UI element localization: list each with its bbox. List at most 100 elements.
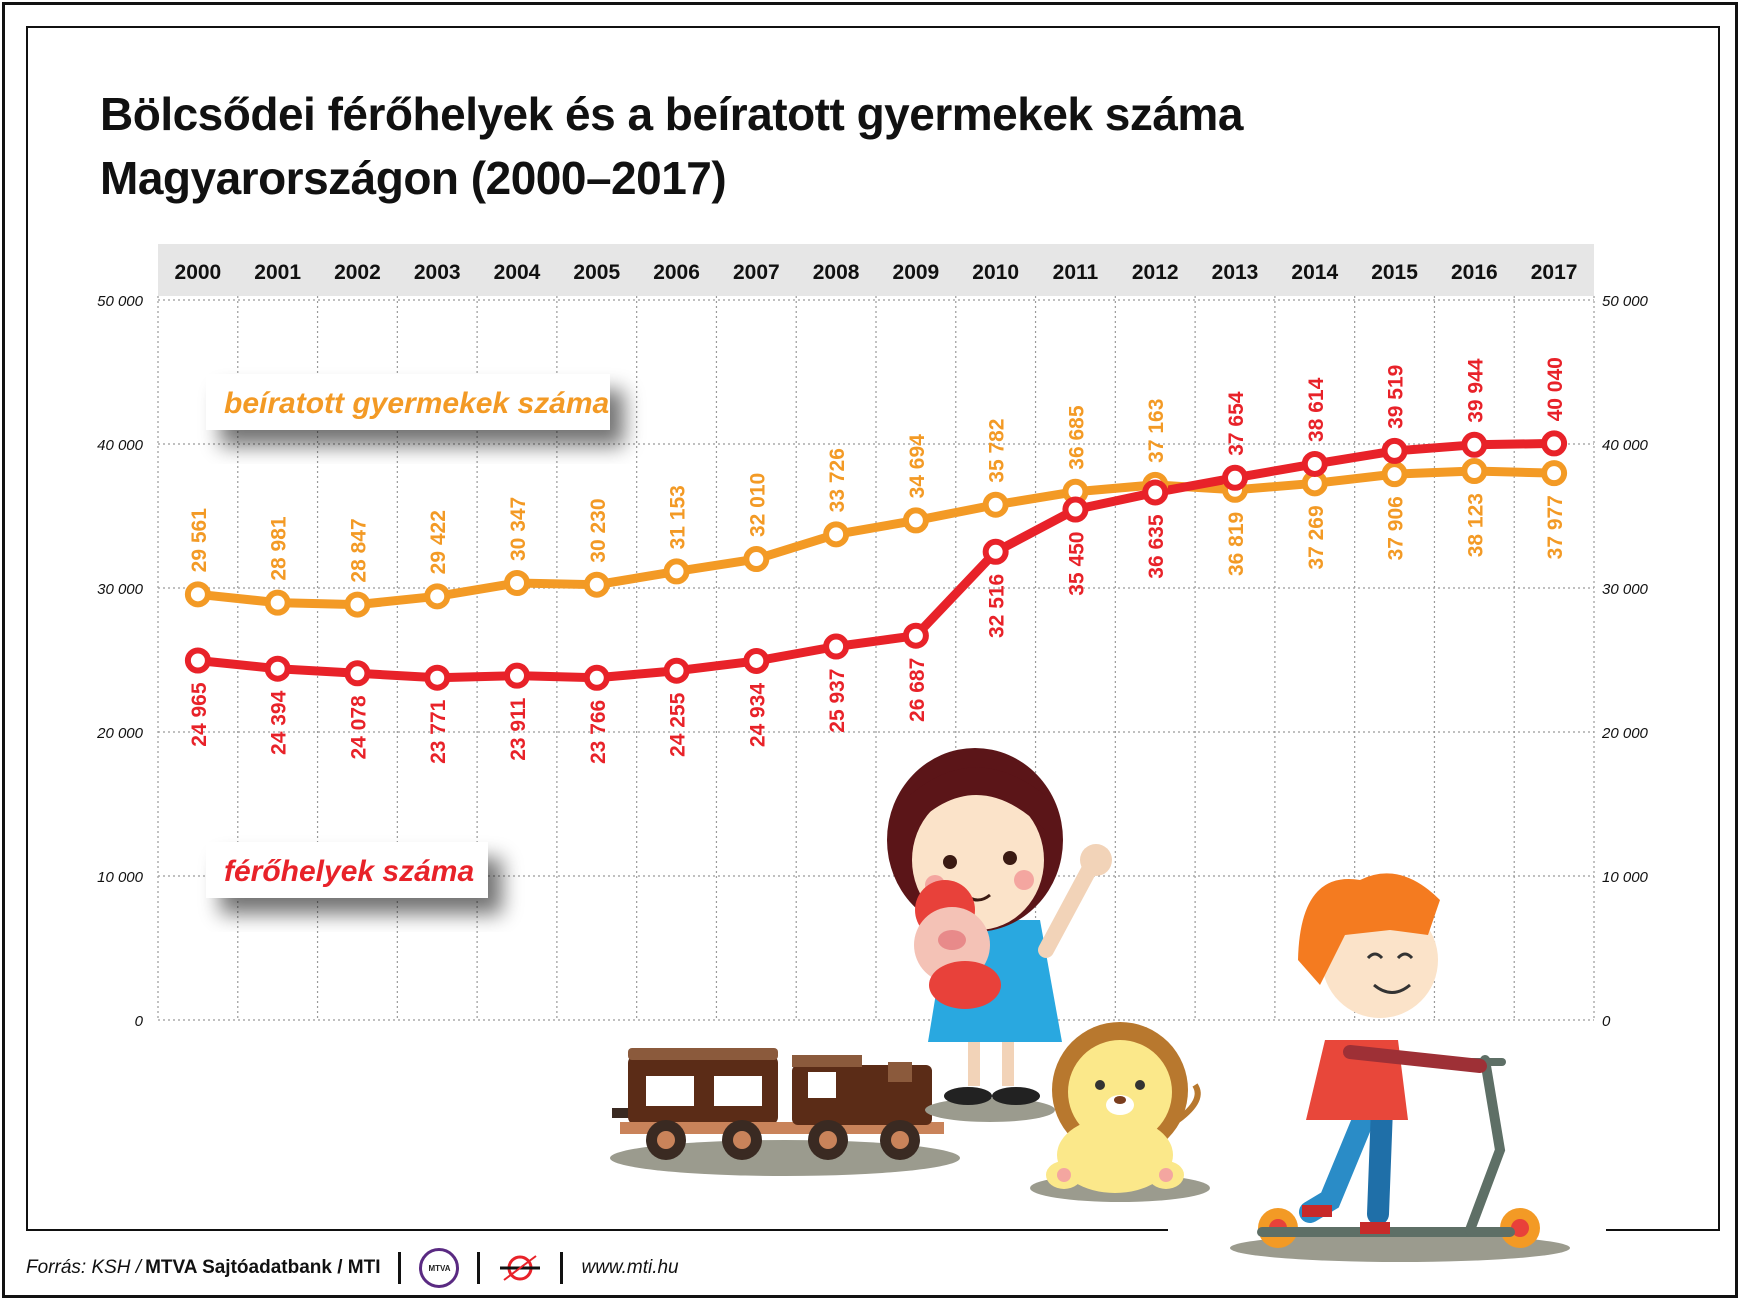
legend-box	[206, 842, 488, 898]
data-point	[264, 589, 291, 616]
data-point	[902, 507, 929, 534]
series-line	[193, 438, 1559, 683]
data-label: 32 010	[746, 473, 769, 537]
data-label: 24 394	[268, 690, 291, 755]
data-label: 26 687	[906, 658, 929, 722]
chart-panel	[26, 26, 1720, 1231]
y-tick-label-left: 0	[135, 1013, 144, 1030]
chart-title-line1: Bölcsődei férőhelyek és a beíratott gyer…	[100, 88, 1243, 140]
footer-divider	[560, 1252, 564, 1284]
data-label: 37 906	[1385, 496, 1408, 560]
x-tick-label: 2000	[175, 261, 222, 284]
y-tick-label-right: 20 000	[1601, 725, 1649, 742]
illustration-girl	[887, 748, 1112, 1122]
data-label: 36 819	[1225, 512, 1248, 576]
x-tick-label: 2006	[653, 261, 700, 284]
x-tick-label: 2010	[972, 261, 1019, 284]
x-tick-label: 2014	[1291, 261, 1338, 284]
data-label: 24 078	[347, 695, 370, 760]
y-tick-label-left: 30 000	[97, 581, 144, 598]
data-label: 35 450	[1065, 532, 1088, 596]
chart-title: Bölcsődei férőhelyek és a beíratott gyer…	[100, 82, 1243, 210]
data-point	[743, 647, 770, 674]
illustration-boy-scooter	[1168, 873, 1606, 1262]
source-label: Forrás: KSH /	[26, 1257, 142, 1278]
y-tick-label-right: 50 000	[1602, 293, 1649, 310]
data-label: 24 255	[667, 692, 690, 757]
data-point	[1381, 437, 1408, 464]
data-point	[184, 647, 211, 674]
data-label: 24 934	[746, 683, 769, 748]
footer: Forrás: KSH / MTVA Sajtóadatbank / MTI M…	[26, 1248, 679, 1288]
legend-label: férőhelyek száma	[224, 855, 474, 888]
x-tick-label: 2009	[893, 261, 940, 284]
data-label: 37 977	[1544, 495, 1567, 559]
y-tick-label-right: 40 000	[1602, 437, 1649, 454]
data-label: 36 635	[1145, 514, 1168, 579]
data-point	[264, 655, 291, 682]
data-point	[902, 622, 929, 649]
data-point	[1142, 479, 1169, 506]
mtva-logo: MTVA	[419, 1248, 460, 1288]
x-tick-label: 2017	[1531, 261, 1578, 284]
data-label: 23 911	[507, 697, 530, 760]
data-point	[823, 521, 850, 548]
y-tick-label-right: 0	[1602, 1013, 1611, 1030]
data-label: 30 230	[587, 498, 610, 562]
data-label: 38 614	[1305, 377, 1328, 442]
y-tick-label-left: 10 000	[97, 869, 144, 886]
x-tick-label: 2005	[573, 261, 620, 284]
legend-label: beíratott gyermekek száma	[224, 387, 609, 420]
x-tick-label: 2012	[1132, 261, 1179, 284]
data-point	[1541, 430, 1568, 457]
x-tick-label: 2008	[813, 261, 860, 284]
x-tick-label: 2004	[494, 261, 541, 284]
legend-entry: beíratott gyermekek száma	[206, 374, 610, 430]
data-label: 23 771	[427, 699, 450, 764]
legend-box	[206, 374, 610, 430]
data-point	[982, 538, 1009, 565]
chart-title-line2: Magyarországon (2000–2017)	[100, 152, 727, 204]
x-tick-label: 2001	[254, 261, 301, 284]
x-tick-label: 2007	[733, 261, 780, 284]
data-label: 37 163	[1145, 399, 1168, 463]
data-label: 29 561	[188, 508, 211, 573]
data-label: 35 782	[986, 419, 1009, 483]
data-label: 39 944	[1464, 358, 1487, 423]
data-label: 23 766	[587, 700, 610, 764]
data-point	[1222, 464, 1248, 491]
y-tick-label-left: 20 000	[96, 725, 144, 742]
data-point	[982, 491, 1009, 518]
data-label: 40 040	[1544, 357, 1567, 421]
x-tick-label: 2016	[1451, 261, 1498, 284]
mti-logo-icon	[498, 1253, 542, 1283]
data-label: 24 965	[188, 682, 211, 747]
y-tick-label-right: 30 000	[1602, 581, 1649, 598]
year-header-band	[158, 244, 1594, 296]
data-label: 28 847	[347, 518, 370, 582]
data-label: 39 519	[1385, 365, 1408, 429]
data-label: 37 269	[1305, 505, 1328, 569]
data-label: 34 694	[906, 434, 929, 499]
data-point	[184, 581, 211, 608]
data-label: 30 347	[507, 497, 530, 561]
data-label: 36 685	[1065, 405, 1088, 470]
y-tick-label-left: 50 000	[97, 293, 144, 310]
data-point	[1541, 460, 1568, 487]
data-point	[1301, 450, 1328, 477]
data-point	[504, 570, 530, 597]
data-point	[1461, 431, 1488, 458]
data-point	[344, 591, 371, 618]
x-tick-label: 2002	[334, 261, 381, 284]
data-label: 32 516	[986, 574, 1009, 638]
mti-website-link[interactable]: www.mti.hu	[581, 1257, 679, 1278]
series-line	[193, 466, 1559, 610]
x-tick-label: 2003	[414, 261, 461, 284]
y-tick-label-right: 10 000	[1602, 869, 1649, 886]
data-point	[663, 558, 690, 585]
data-point	[344, 660, 371, 687]
source-publisher: MTVA Sajtóadatbank / MTI	[145, 1257, 381, 1278]
data-point	[1062, 496, 1089, 523]
